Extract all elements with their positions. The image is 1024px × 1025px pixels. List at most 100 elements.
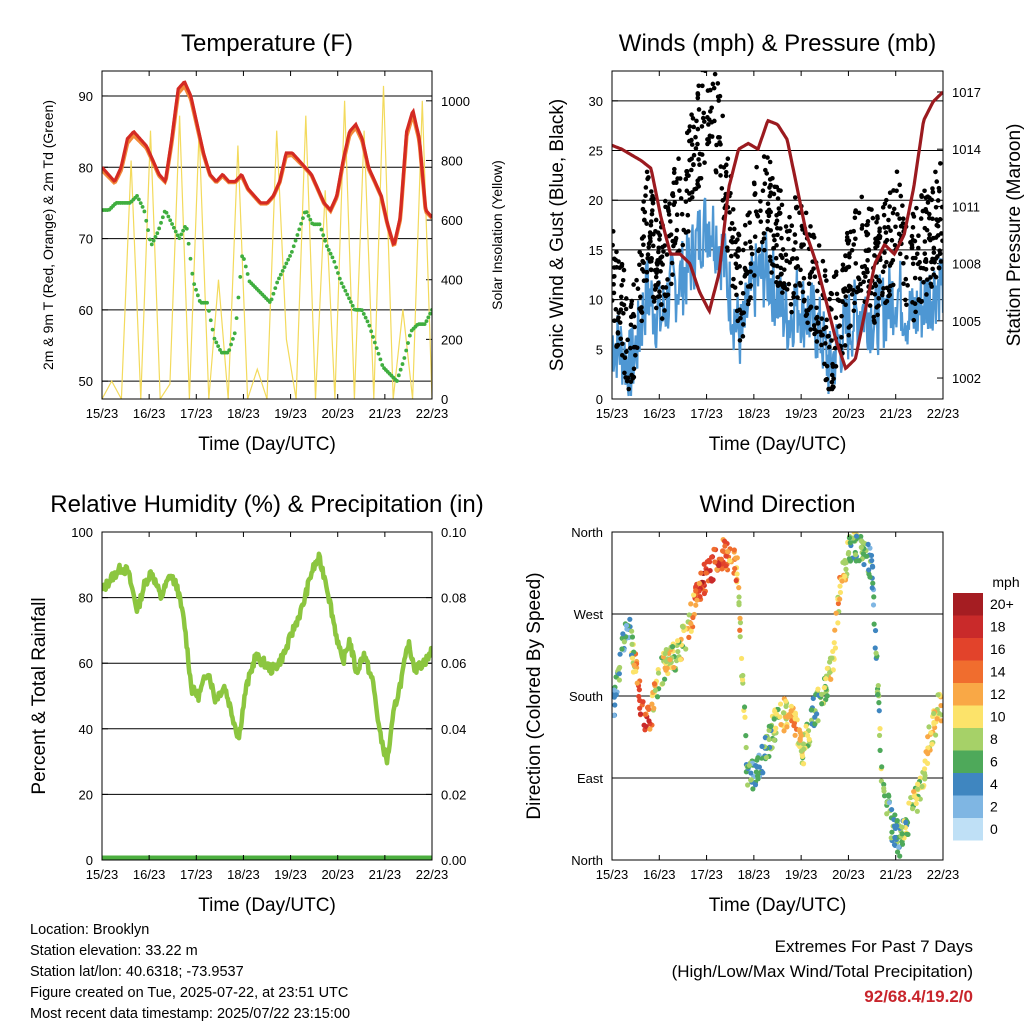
direction-point: [935, 692, 941, 698]
legend-label: 12: [990, 686, 1006, 702]
direction-point: [833, 610, 839, 616]
direction-point: [637, 697, 643, 704]
direction-point: [877, 726, 883, 732]
dewpoint-point: [181, 228, 186, 233]
direction-point: [763, 754, 769, 761]
legend-label: 16: [990, 641, 1006, 657]
gust-point: [683, 176, 689, 182]
legend-swatch: [953, 660, 983, 683]
winds-title: Winds (mph) & Pressure (mb): [619, 30, 936, 57]
gust-point: [841, 289, 847, 294]
dewpoint-point: [238, 275, 243, 279]
gust-point: [840, 299, 845, 305]
dewpoint-point: [288, 254, 292, 258]
direction-point: [741, 704, 748, 710]
gust-point: [687, 124, 693, 129]
gust-point: [762, 181, 768, 186]
gust-point: [626, 386, 632, 392]
winds-plot-area: [612, 71, 943, 397]
temperature-y2tick-label: 600: [441, 213, 463, 228]
gust-point: [791, 290, 796, 296]
gust-point: [931, 245, 937, 251]
gust-point: [922, 239, 928, 244]
gust-point: [677, 176, 683, 181]
gust-point: [927, 232, 932, 237]
gust-point: [833, 269, 839, 275]
gust-point: [872, 281, 878, 287]
direction-point: [796, 727, 802, 733]
direction-point: [846, 535, 853, 541]
gust-point: [674, 212, 680, 218]
direction-point: [655, 670, 662, 676]
gust-point: [747, 284, 753, 289]
temperature-y2tick-label: 1000: [441, 94, 470, 109]
gust-point: [657, 293, 663, 299]
dewpoint-point: [273, 286, 278, 291]
temperature-xtick-label: 21/23: [369, 406, 402, 421]
gust-point: [816, 243, 822, 248]
temperature-xlabel: Time (Day/UTC): [198, 434, 336, 455]
direction-point: [881, 781, 887, 788]
dewpoint-point: [177, 236, 182, 241]
gust-point: [668, 281, 674, 287]
gust-point: [656, 249, 661, 255]
gust-point: [653, 305, 659, 311]
gust-point: [846, 264, 852, 270]
direction-point: [701, 590, 708, 597]
dewpoint-point: [332, 259, 337, 264]
temperature-y2tick-label: 200: [441, 332, 463, 347]
gust-point: [900, 203, 905, 208]
gust-point: [910, 261, 916, 267]
dewpoint-point: [350, 303, 355, 308]
gust-point: [659, 316, 665, 321]
gust-point: [650, 200, 656, 206]
direction-point: [616, 677, 623, 683]
gust-point: [620, 341, 625, 347]
dewpoint-point: [232, 331, 237, 336]
gust-point: [700, 83, 705, 89]
direction-point: [919, 783, 925, 790]
legend-label: 2: [990, 799, 998, 815]
gust-point: [712, 71, 718, 77]
gust-point: [859, 194, 865, 200]
gust-point: [765, 219, 771, 224]
gust-point: [633, 352, 638, 358]
gust-point: [662, 308, 667, 313]
dewpoint-point: [144, 218, 149, 223]
gust-point: [649, 256, 654, 261]
gust-point: [730, 239, 735, 245]
direction-frame: [611, 531, 944, 861]
sonic-wind-line: [612, 197, 943, 397]
direction-point: [686, 612, 692, 618]
gust-point: [783, 224, 789, 229]
gust-point: [689, 167, 694, 173]
gust-point: [729, 220, 735, 226]
gust-point: [772, 237, 777, 243]
dewpoint-point: [334, 265, 339, 270]
gust-point: [695, 181, 700, 187]
dewpoint-point: [374, 346, 379, 351]
gust-point: [733, 252, 738, 257]
gust-point: [615, 330, 621, 335]
direction-point: [777, 701, 784, 707]
gust-point: [733, 261, 739, 267]
direction-point: [889, 829, 895, 835]
direction-point: [889, 806, 895, 813]
direction-point: [755, 755, 761, 761]
gust-point: [834, 291, 840, 297]
gust-point: [717, 93, 723, 99]
extremes-box: Extremes For Past 7 Days (High/Low/Max W…: [672, 934, 973, 1009]
gust-point: [698, 175, 704, 181]
gust-point: [667, 201, 672, 206]
gust-point: [695, 141, 700, 147]
gust-point: [752, 273, 757, 278]
direction-point: [778, 721, 784, 728]
gust-point: [666, 212, 672, 217]
gust-point: [898, 193, 904, 199]
temperature-ytick-label: 60: [79, 303, 93, 318]
winds-ytick-label: 20: [589, 193, 603, 208]
direction-point: [829, 655, 835, 661]
temperature-ytick-label: 50: [79, 374, 93, 389]
direction-point: [892, 812, 898, 818]
gust-point: [904, 302, 909, 308]
